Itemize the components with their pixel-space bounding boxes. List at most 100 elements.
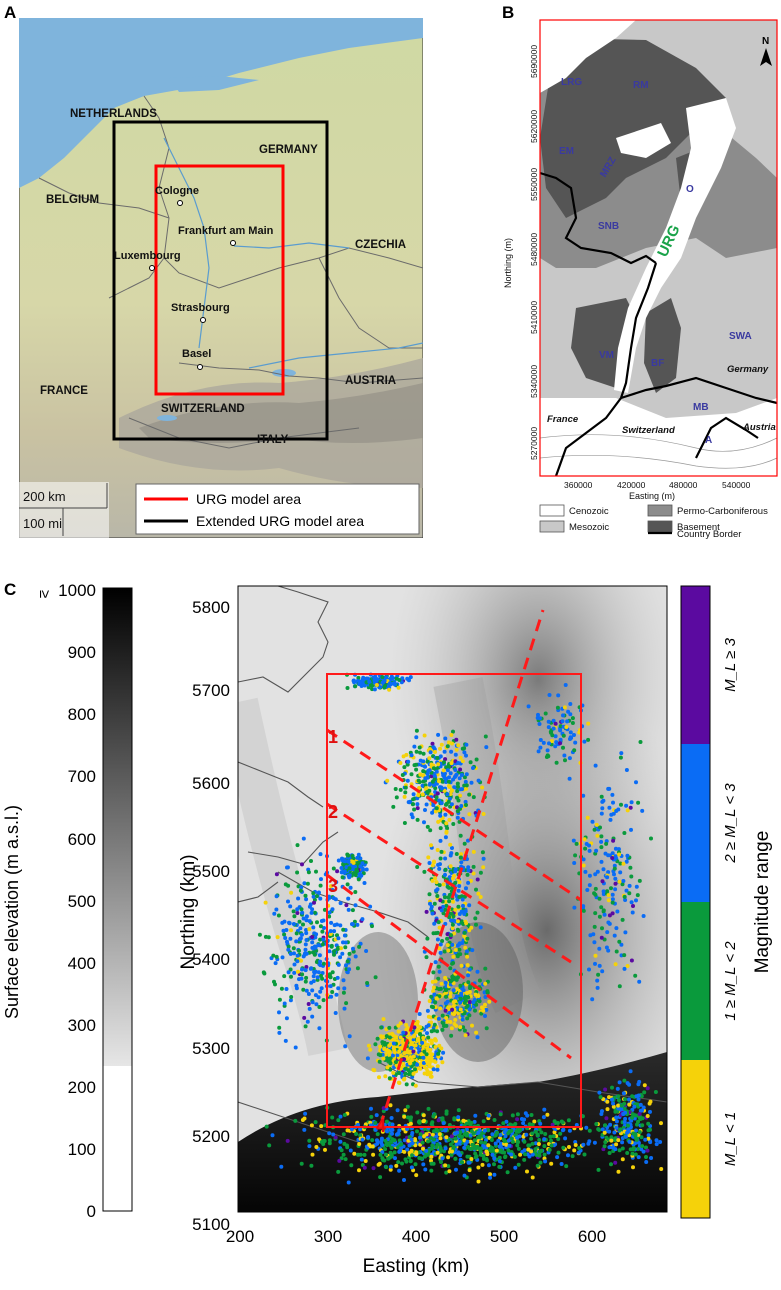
earthquake-dot	[415, 1027, 420, 1032]
earthquake-dot	[537, 716, 542, 721]
earthquake-dot	[286, 970, 291, 975]
earthquake-dot	[456, 761, 461, 765]
earthquake-dot	[628, 865, 633, 870]
earthquake-dot	[432, 992, 437, 997]
earthquake-dot	[435, 1029, 440, 1034]
earthquake-dot	[374, 678, 379, 683]
earthquake-dot	[614, 926, 619, 931]
cross-section-3	[326, 873, 572, 1060]
earthquake-dot	[343, 1044, 348, 1049]
earthquake-dot	[344, 903, 349, 908]
magnitude-colorbar: M_L ≥ 3 2 ≥ M_L < 3 1 ≥ M_L < 2 M_L < 1 …	[678, 584, 781, 1224]
earthquake-dot	[443, 1128, 448, 1133]
earthquake-dot	[402, 1114, 407, 1119]
wadden-sea	[169, 76, 259, 92]
earthquake-dot	[412, 1034, 416, 1039]
earthquake-dot	[617, 939, 622, 944]
earthquake-dot	[288, 998, 293, 1003]
earthquake-dot	[383, 1152, 388, 1157]
earthquake-dot	[447, 915, 452, 920]
earthquake-dot	[433, 1000, 438, 1005]
earthquake-dot	[433, 931, 438, 936]
earthquake-dot	[423, 1154, 427, 1159]
earthquake-dot	[622, 966, 627, 971]
earthquake-dot	[593, 911, 598, 916]
earthquake-dot	[536, 749, 541, 754]
earthquake-dot	[604, 1135, 609, 1140]
earthquake-dot	[503, 1155, 507, 1160]
earthquake-dot	[354, 1132, 359, 1136]
earthquake-dot	[550, 1122, 555, 1127]
earthquake-dot	[421, 759, 426, 764]
earthquake-dot	[345, 852, 350, 857]
earthquake-dot	[627, 883, 632, 888]
earthquake-dot	[617, 1080, 622, 1085]
earthquake-dot	[464, 742, 469, 747]
earthquake-dot	[532, 1119, 537, 1124]
earthquake-dot	[456, 1108, 461, 1113]
earthquake-dot	[602, 1130, 607, 1135]
earthquake-dot	[623, 1110, 628, 1115]
city-label-basel: Basel	[182, 348, 211, 360]
earthquake-dot	[371, 1166, 376, 1171]
earthquake-dot	[322, 1139, 327, 1143]
earthquake-dot	[393, 1060, 398, 1065]
earthquake-dot	[387, 1053, 392, 1058]
earthquake-dot	[284, 987, 289, 991]
scale-mi: 100 mi	[23, 516, 62, 531]
earthquake-dot	[572, 748, 577, 753]
scale-km: 200 km	[23, 489, 66, 504]
earthquake-dot	[453, 768, 458, 772]
earthquake-dot	[435, 937, 440, 942]
earthquake-dot	[329, 884, 334, 889]
earthquake-dot	[459, 864, 464, 869]
elev-tick-900: 900	[68, 643, 96, 662]
earthquake-dot	[459, 773, 464, 777]
earthquake-dot	[542, 1152, 547, 1157]
earthquake-dot	[425, 824, 430, 829]
earthquake-dot	[632, 1113, 637, 1118]
earthquake-dot	[600, 806, 605, 811]
earthquake-dot	[303, 942, 308, 947]
earthquake-dot	[358, 1133, 363, 1138]
earthquake-dot	[541, 740, 546, 745]
earthquake-dot	[618, 870, 623, 875]
earthquake-dot	[462, 1173, 467, 1178]
earthquake-dot	[635, 893, 640, 898]
earthquake-dot	[450, 1007, 455, 1012]
earthquake-dot	[493, 1141, 498, 1146]
earthquake-dot	[335, 933, 339, 938]
earthquake-dot	[529, 1149, 534, 1154]
earthquake-dot	[542, 1137, 547, 1142]
earthquake-dot	[432, 901, 437, 906]
earthquake-dot	[564, 1164, 569, 1169]
earthquake-dot	[443, 872, 447, 877]
earthquake-dot	[606, 786, 611, 791]
earthquake-dot	[611, 811, 616, 816]
earthquake-dot	[442, 772, 447, 777]
earthquake-dot	[314, 1145, 319, 1149]
earthquake-dot	[504, 1119, 509, 1124]
earthquake-dot	[381, 1017, 386, 1022]
earthquake-dot	[625, 1081, 630, 1086]
b-ytick-5340000: 5340000	[529, 365, 539, 398]
earthquake-dot	[393, 787, 398, 791]
earthquake-dot	[285, 865, 289, 870]
unit-lrg: LRG	[561, 77, 582, 88]
earthquake-dot	[457, 947, 462, 952]
earthquake-dot	[388, 1150, 393, 1155]
earthquake-dot	[415, 802, 420, 807]
earthquake-dot	[311, 925, 316, 930]
earthquake-dot	[461, 1118, 466, 1123]
panel-b-letter: B	[502, 3, 515, 22]
earthquake-dot	[369, 1106, 373, 1111]
earthquake-dot	[594, 822, 599, 827]
earthquake-dot	[636, 1155, 641, 1160]
earthquake-dot	[599, 794, 604, 799]
earthquake-dot	[507, 1143, 512, 1148]
earthquake-dot	[436, 1016, 441, 1021]
svg-text:N: N	[762, 36, 769, 47]
country-label-france: FRANCE	[40, 385, 88, 397]
earthquake-dot	[610, 792, 615, 797]
earthquake-dot	[378, 1152, 383, 1157]
